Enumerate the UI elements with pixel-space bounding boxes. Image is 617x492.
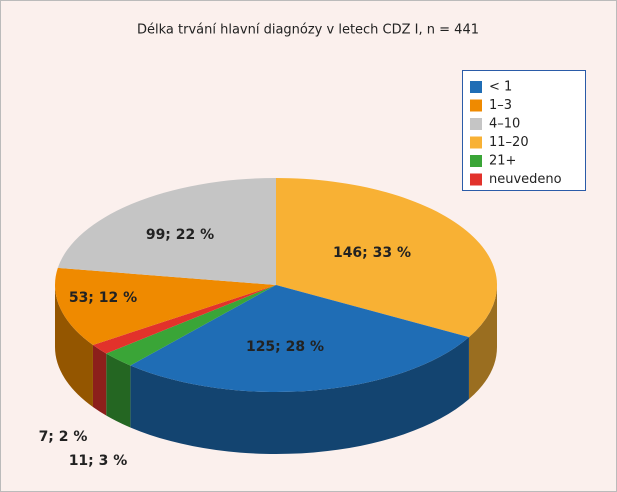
slice [276, 178, 497, 338]
legend-swatch [470, 81, 482, 93]
legend-swatch [470, 155, 482, 167]
data-label: 53; 12 % [69, 290, 137, 306]
legend-swatch [470, 173, 482, 186]
legend-box [462, 70, 586, 191]
slice [57, 178, 276, 285]
slice [130, 285, 469, 392]
legend-swatch [470, 136, 482, 149]
legend-swatch [470, 99, 482, 112]
slice [92, 285, 276, 354]
legend-label: neuvedeno [489, 172, 562, 187]
legend-swatch [470, 118, 482, 130]
slice-side [468, 285, 497, 400]
data-label: 11; 3 % [69, 453, 128, 469]
slice [106, 285, 276, 366]
legend-label: 1–3 [489, 98, 512, 113]
data-label: 146; 33 % [333, 245, 411, 261]
slice-side [55, 285, 93, 407]
legend-label: 4–10 [489, 117, 520, 132]
slice-side [106, 353, 131, 428]
chart-title: Délka trvání hlavní diagnózy v letech CD… [137, 23, 479, 38]
legend-label: < 1 [489, 80, 512, 95]
slice [55, 267, 276, 345]
data-label: 125; 28 % [246, 339, 324, 355]
slice-side [92, 344, 107, 416]
legend-label: 21+ [489, 154, 516, 169]
data-label: 99; 22 % [146, 227, 214, 243]
legend-label: 11–20 [489, 135, 529, 150]
slice-side [130, 337, 469, 455]
data-label: 7; 2 % [39, 429, 88, 445]
